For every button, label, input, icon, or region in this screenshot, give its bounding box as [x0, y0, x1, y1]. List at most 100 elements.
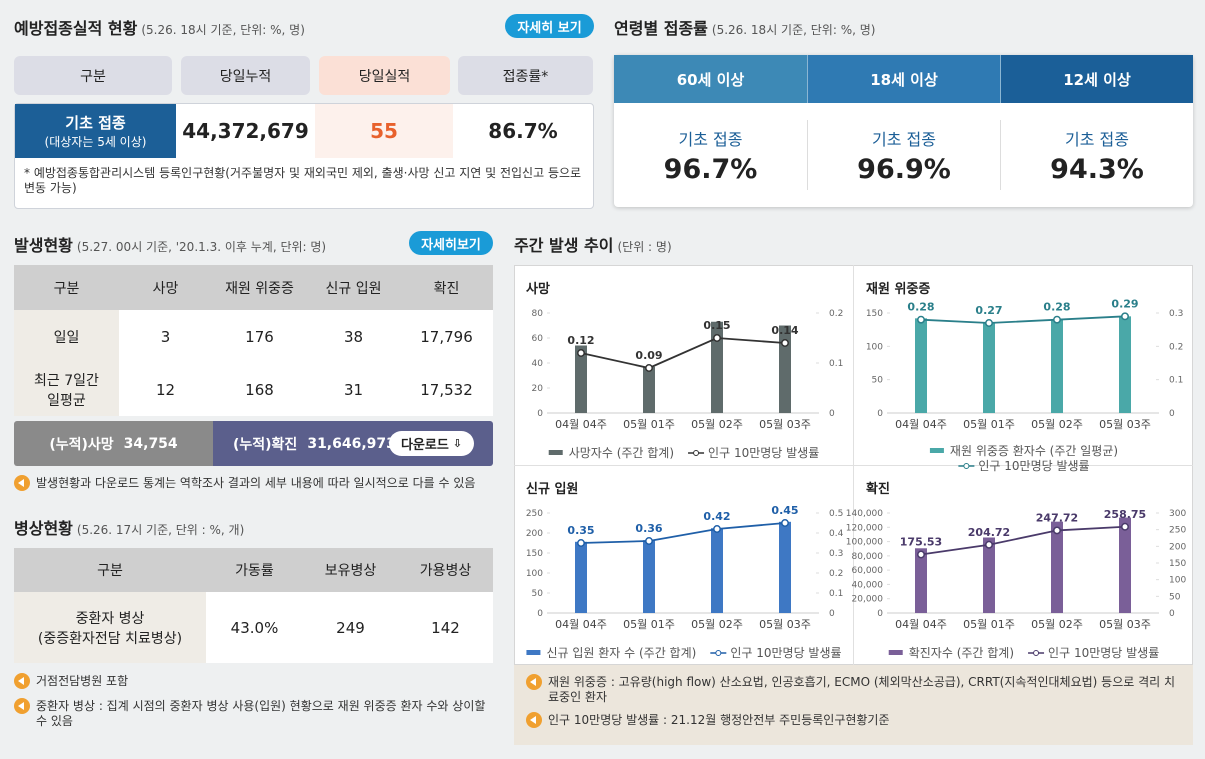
- text: 인구 10만명당 발생률 : 21.12월 행정안전부 주민등록인구현황기준: [548, 713, 890, 727]
- y-tick-label: 150: [866, 309, 883, 319]
- x-tick-label: 05월 01주: [963, 618, 1015, 631]
- download-button[interactable]: 다운로드 ⇩: [389, 431, 474, 456]
- text: 발생현황과 다운로드 통계는 역학조사 결과의 세부 내용에 따라 일시적으로 …: [36, 476, 476, 490]
- data-label: 0.14: [771, 324, 798, 337]
- bar: [779, 521, 791, 613]
- total-death: (누적)사망 34,754: [14, 421, 213, 466]
- header-cell: 가용병상: [398, 548, 493, 592]
- y-tick-label: 0: [537, 409, 543, 419]
- x-tick-label: 04월 04주: [895, 418, 947, 431]
- title: 주간 발생 추이: [514, 236, 614, 255]
- x-tick-label: 05월 02주: [691, 418, 743, 431]
- line-marker: [917, 550, 925, 559]
- y2-tick-label: 0.2: [829, 569, 843, 579]
- legend-label: 신규 입원 환자 수 (주간 합계): [546, 646, 696, 660]
- data-label: 175.53: [900, 535, 942, 548]
- x-tick-label: 04월 04주: [895, 618, 947, 631]
- y-tick-label: 100,000: [846, 538, 883, 548]
- value-cell: 43.0%: [206, 592, 303, 663]
- label: 기초 접종: [678, 129, 743, 149]
- y-tick-label: 60: [532, 334, 544, 344]
- y-tick-label: 250: [526, 509, 543, 519]
- notice: 재원 위중증 : 고유량(high flow) 산소요법, 인공호흡기, ECM…: [526, 674, 1181, 705]
- line: [580, 522, 786, 544]
- detail-button[interactable]: 자세히 보기: [505, 14, 594, 38]
- line-marker: [781, 339, 789, 347]
- detail-button[interactable]: 자세히보기: [409, 231, 493, 255]
- title: 병상현황: [14, 519, 73, 538]
- value: 34,754: [123, 435, 178, 452]
- bar: [1119, 517, 1131, 613]
- data-label: 0.35: [567, 524, 594, 537]
- subtitle: (5.26. 18시 기준, 단위: %, 명): [141, 23, 305, 37]
- legend-label: 재원 위중증 환자수 (주간 일평균): [950, 444, 1118, 458]
- legend-label: 사망자수 (주간 합계): [569, 446, 674, 460]
- value-cell: 249: [303, 592, 398, 663]
- y-tick-label: 0: [537, 609, 543, 619]
- x-tick-label: 05월 03주: [1099, 618, 1151, 631]
- line-marker: [713, 525, 721, 533]
- table-cell: 31: [307, 363, 400, 416]
- header-cell: 당일실적: [319, 56, 450, 95]
- y2-tick-label: 0: [829, 609, 835, 619]
- speaker-icon: [14, 475, 30, 491]
- x-tick-label: 05월 02주: [1031, 418, 1083, 431]
- line-marker: [985, 540, 993, 549]
- label: (누적)사망: [49, 436, 114, 453]
- section-title: 발생현황 (5.27. 00시 기준, '20.1.3. 이후 누계, 단위: 명…: [14, 232, 326, 256]
- line-marker: [645, 364, 653, 372]
- bar: [643, 366, 655, 413]
- line-marker: [1053, 315, 1061, 324]
- chart: 확진 0 20,000 40,000 60,000 80,000 100,000 120,00…: [846, 481, 1187, 660]
- speaker-icon: [526, 674, 542, 690]
- x-tick-label: 04월 04주: [555, 618, 607, 631]
- y-tick-label: 50: [532, 589, 544, 599]
- y2-tick-label: 100: [1169, 576, 1186, 586]
- chart-title: 확진: [866, 481, 890, 497]
- section-title: 연령별 접종률 (5.26. 18시 기준, 단위: %, 명): [614, 15, 875, 39]
- data-label: 247.72: [1036, 511, 1078, 524]
- data-label: 204.72: [968, 526, 1010, 539]
- speaker-icon: [14, 698, 30, 714]
- legend-item: 재원 위중증 환자수 (주간 일평균): [929, 444, 1118, 458]
- x-tick-label: 05월 03주: [1099, 418, 1151, 431]
- legend-swatch: [715, 650, 722, 656]
- legend-item: 인구 10만명당 발생률: [1028, 646, 1159, 660]
- age-cell: 기초 접종 96.7%: [614, 120, 807, 190]
- data-label: 0.09: [635, 349, 662, 362]
- x-tick-label: 05월 03주: [759, 618, 811, 631]
- row-label: 기초 접종 (대상자는 5세 이상): [15, 104, 176, 158]
- x-tick-label: 05월 01주: [623, 418, 675, 431]
- chart-title: 신규 입원: [526, 482, 578, 497]
- data-label: 0.28: [907, 301, 934, 314]
- age-header: 18세 이상: [807, 55, 1000, 103]
- legend-item: 인구 10만명당 발생률: [710, 646, 842, 660]
- table-cell: 구분: [14, 265, 119, 310]
- y-tick-label: 40,000: [852, 580, 884, 590]
- bar: [1051, 521, 1063, 613]
- table-cell: 신규 입원: [307, 265, 400, 310]
- legend-swatch: [888, 650, 903, 655]
- line-marker: [781, 519, 789, 527]
- line-marker: [985, 319, 993, 327]
- label: 다운로드: [400, 438, 449, 453]
- speaker-icon: [526, 712, 542, 728]
- y-tick-label: 100: [526, 569, 543, 579]
- y2-tick-label: 0: [1169, 609, 1175, 619]
- y-tick-label: 100: [866, 342, 883, 352]
- legend-swatch: [963, 463, 970, 469]
- table-cell: 176: [212, 310, 307, 363]
- header-cell: 보유병상: [303, 548, 398, 592]
- data-label: 0.36: [635, 522, 662, 535]
- value: 94.3%: [1050, 153, 1144, 185]
- y2-tick-label: 0.4: [829, 529, 844, 539]
- bar: [1051, 319, 1063, 413]
- y-tick-label: 20,000: [852, 595, 884, 605]
- table-cell: 재원 위중증: [212, 265, 307, 310]
- legend-label: 인구 10만명당 발생률: [730, 646, 841, 660]
- chart-title: 사망: [526, 281, 550, 297]
- value-cell: 86.7%: [488, 119, 558, 143]
- y-tick-label: 40: [532, 359, 544, 369]
- header-cell: 구분: [14, 56, 172, 95]
- value-cell: 142: [398, 592, 493, 663]
